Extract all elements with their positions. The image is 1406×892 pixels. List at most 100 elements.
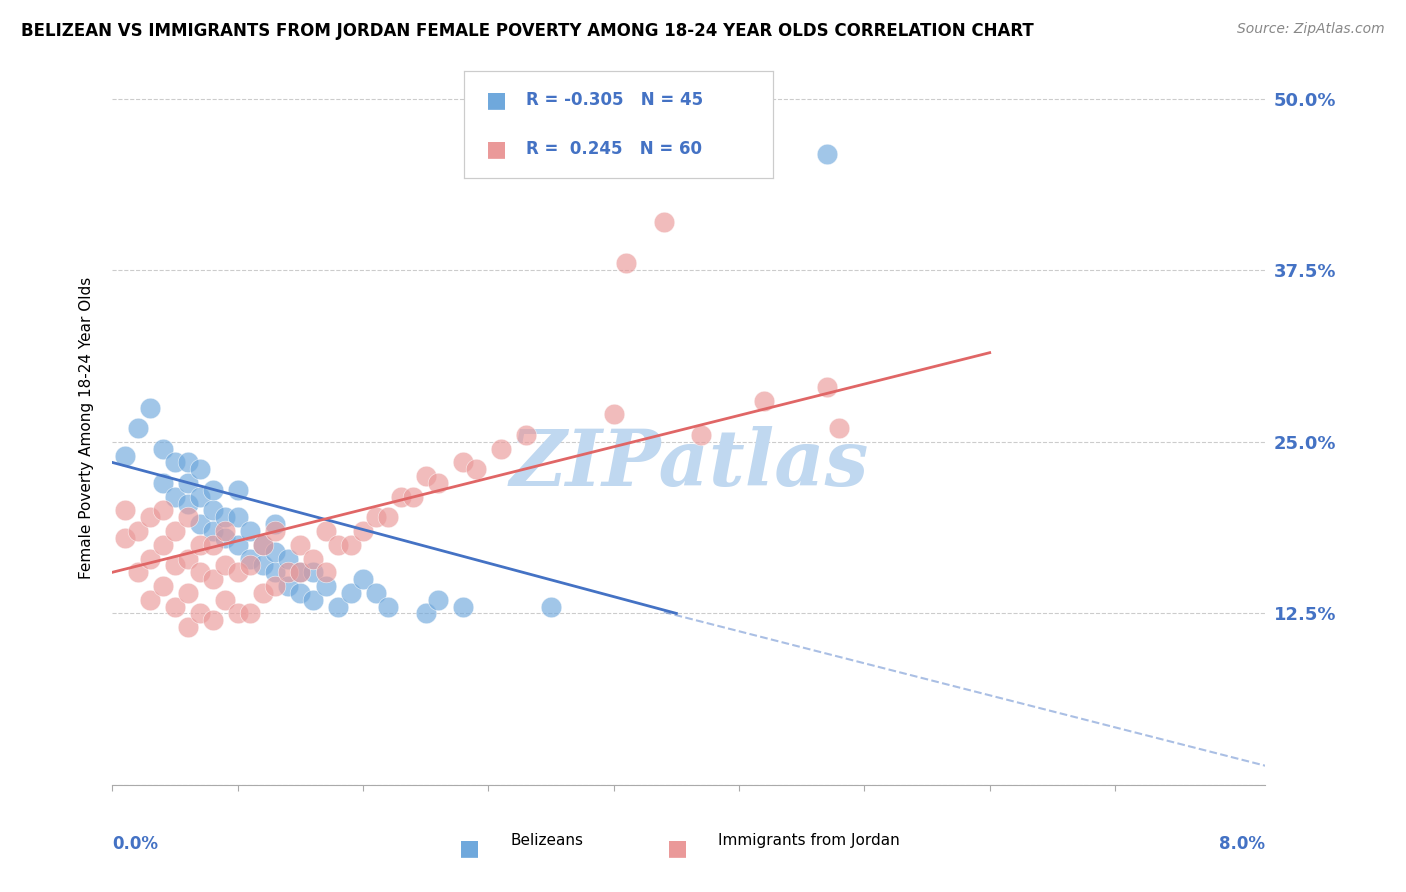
Point bbox=[214, 524, 236, 538]
Point bbox=[540, 599, 562, 614]
Point bbox=[290, 586, 312, 600]
Point bbox=[828, 421, 851, 435]
Point bbox=[188, 607, 211, 621]
Point bbox=[114, 449, 136, 463]
Point bbox=[176, 497, 198, 511]
Point bbox=[427, 476, 450, 491]
Point bbox=[239, 551, 262, 566]
Point bbox=[201, 503, 224, 517]
Point bbox=[277, 566, 299, 580]
Point bbox=[165, 558, 187, 573]
Text: 8.0%: 8.0% bbox=[1219, 835, 1265, 853]
Point bbox=[226, 566, 249, 580]
Text: ZIPatlas: ZIPatlas bbox=[509, 425, 869, 502]
Point bbox=[165, 455, 187, 469]
Point bbox=[226, 607, 249, 621]
Point bbox=[239, 607, 262, 621]
Point bbox=[415, 607, 437, 621]
Point bbox=[176, 455, 198, 469]
Point bbox=[139, 592, 162, 607]
Point bbox=[815, 380, 838, 394]
Point bbox=[252, 586, 274, 600]
Point bbox=[603, 408, 626, 422]
Point bbox=[226, 510, 249, 524]
Point bbox=[302, 566, 325, 580]
Point bbox=[165, 599, 187, 614]
Point bbox=[201, 524, 224, 538]
Point bbox=[188, 462, 211, 476]
Point bbox=[302, 592, 325, 607]
Point bbox=[114, 503, 136, 517]
Text: BELIZEAN VS IMMIGRANTS FROM JORDAN FEMALE POVERTY AMONG 18-24 YEAR OLDS CORRELAT: BELIZEAN VS IMMIGRANTS FROM JORDAN FEMAL… bbox=[21, 22, 1033, 40]
Point bbox=[214, 531, 236, 545]
Point bbox=[377, 599, 399, 614]
Point bbox=[201, 483, 224, 497]
Point bbox=[201, 613, 224, 627]
Point bbox=[339, 586, 361, 600]
Point bbox=[114, 531, 136, 545]
Text: R = -0.305   N = 45: R = -0.305 N = 45 bbox=[526, 91, 703, 109]
Text: Immigrants from Jordan: Immigrants from Jordan bbox=[718, 833, 900, 848]
Point bbox=[127, 566, 149, 580]
Point bbox=[188, 490, 211, 504]
Point bbox=[752, 393, 775, 408]
Text: R =  0.245   N = 60: R = 0.245 N = 60 bbox=[526, 141, 702, 159]
Text: 0.0%: 0.0% bbox=[112, 835, 159, 853]
Text: ■: ■ bbox=[485, 90, 506, 111]
Point bbox=[214, 510, 236, 524]
Point bbox=[152, 476, 174, 491]
Point bbox=[290, 566, 312, 580]
Point bbox=[315, 566, 337, 580]
Text: Source: ZipAtlas.com: Source: ZipAtlas.com bbox=[1237, 22, 1385, 37]
Point bbox=[652, 215, 675, 229]
Point bbox=[152, 503, 174, 517]
Point bbox=[214, 592, 236, 607]
Point bbox=[389, 490, 412, 504]
Point bbox=[176, 551, 198, 566]
Point bbox=[188, 566, 211, 580]
Point bbox=[453, 455, 475, 469]
Point bbox=[127, 421, 149, 435]
Point bbox=[364, 586, 387, 600]
Point bbox=[252, 538, 274, 552]
Point bbox=[165, 524, 187, 538]
Point bbox=[315, 524, 337, 538]
Point bbox=[277, 551, 299, 566]
Point bbox=[364, 510, 387, 524]
Point bbox=[515, 428, 537, 442]
Point bbox=[315, 579, 337, 593]
Point bbox=[139, 401, 162, 415]
Point bbox=[326, 599, 349, 614]
Point bbox=[188, 517, 211, 532]
Point bbox=[239, 524, 262, 538]
Point bbox=[176, 586, 198, 600]
Text: ■: ■ bbox=[460, 838, 481, 858]
Point bbox=[277, 579, 299, 593]
Point bbox=[614, 256, 637, 270]
Point bbox=[489, 442, 512, 456]
Point bbox=[352, 572, 374, 586]
Point bbox=[427, 592, 450, 607]
Point bbox=[214, 558, 236, 573]
Point bbox=[290, 566, 312, 580]
Point bbox=[152, 538, 174, 552]
Point bbox=[139, 551, 162, 566]
Point bbox=[377, 510, 399, 524]
Point bbox=[165, 490, 187, 504]
Point bbox=[264, 544, 287, 558]
Point bbox=[290, 538, 312, 552]
Text: Belizeans: Belizeans bbox=[510, 833, 583, 848]
Point bbox=[201, 572, 224, 586]
Point bbox=[188, 538, 211, 552]
Point bbox=[264, 566, 287, 580]
Point bbox=[201, 538, 224, 552]
Point bbox=[352, 524, 374, 538]
Text: ■: ■ bbox=[485, 139, 506, 160]
Point bbox=[302, 551, 325, 566]
Point bbox=[464, 462, 486, 476]
Point bbox=[326, 538, 349, 552]
Point bbox=[176, 510, 198, 524]
Point bbox=[127, 524, 149, 538]
Point bbox=[415, 469, 437, 483]
Point bbox=[815, 146, 838, 161]
